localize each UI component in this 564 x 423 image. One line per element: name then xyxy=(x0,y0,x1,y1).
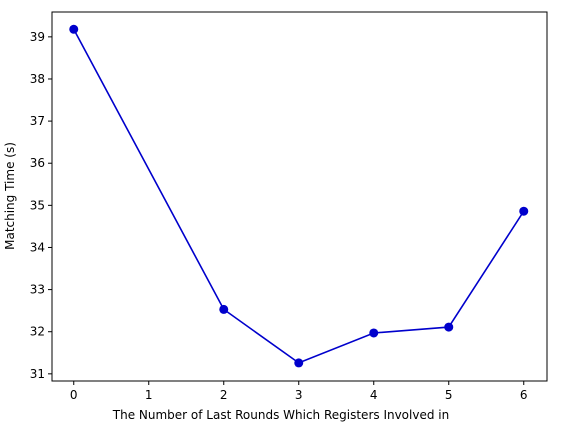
x-tick-label: 1 xyxy=(145,388,153,402)
y-tick-label: 35 xyxy=(30,198,45,212)
y-tick-label: 37 xyxy=(30,114,45,128)
data-line xyxy=(73,28,525,364)
y-tick-label: 38 xyxy=(30,72,45,86)
x-axis-label: The Number of Last Rounds Which Register… xyxy=(112,408,449,422)
x-tick-label: 3 xyxy=(295,388,303,402)
y-tick-label: 33 xyxy=(30,283,45,297)
data-point xyxy=(444,322,454,332)
y-tick-label: 34 xyxy=(30,240,45,254)
x-tick-label: 4 xyxy=(370,388,378,402)
y-tick-label: 39 xyxy=(30,30,45,44)
x-tick-label: 5 xyxy=(445,388,453,402)
x-tick-label: 6 xyxy=(520,388,528,402)
y-tick-label: 32 xyxy=(30,325,45,339)
y-tick-label: 36 xyxy=(30,156,45,170)
data-point xyxy=(519,206,529,216)
y-tick-label: 31 xyxy=(30,367,45,381)
data-point xyxy=(294,358,304,368)
y-axis-label: Matching Time (s) xyxy=(3,142,17,250)
plot-frame xyxy=(51,11,548,382)
x-tick-label: 2 xyxy=(220,388,228,402)
data-point xyxy=(69,24,79,34)
x-tick-label: 0 xyxy=(70,388,78,402)
data-point xyxy=(369,328,379,338)
data-point xyxy=(219,304,229,314)
